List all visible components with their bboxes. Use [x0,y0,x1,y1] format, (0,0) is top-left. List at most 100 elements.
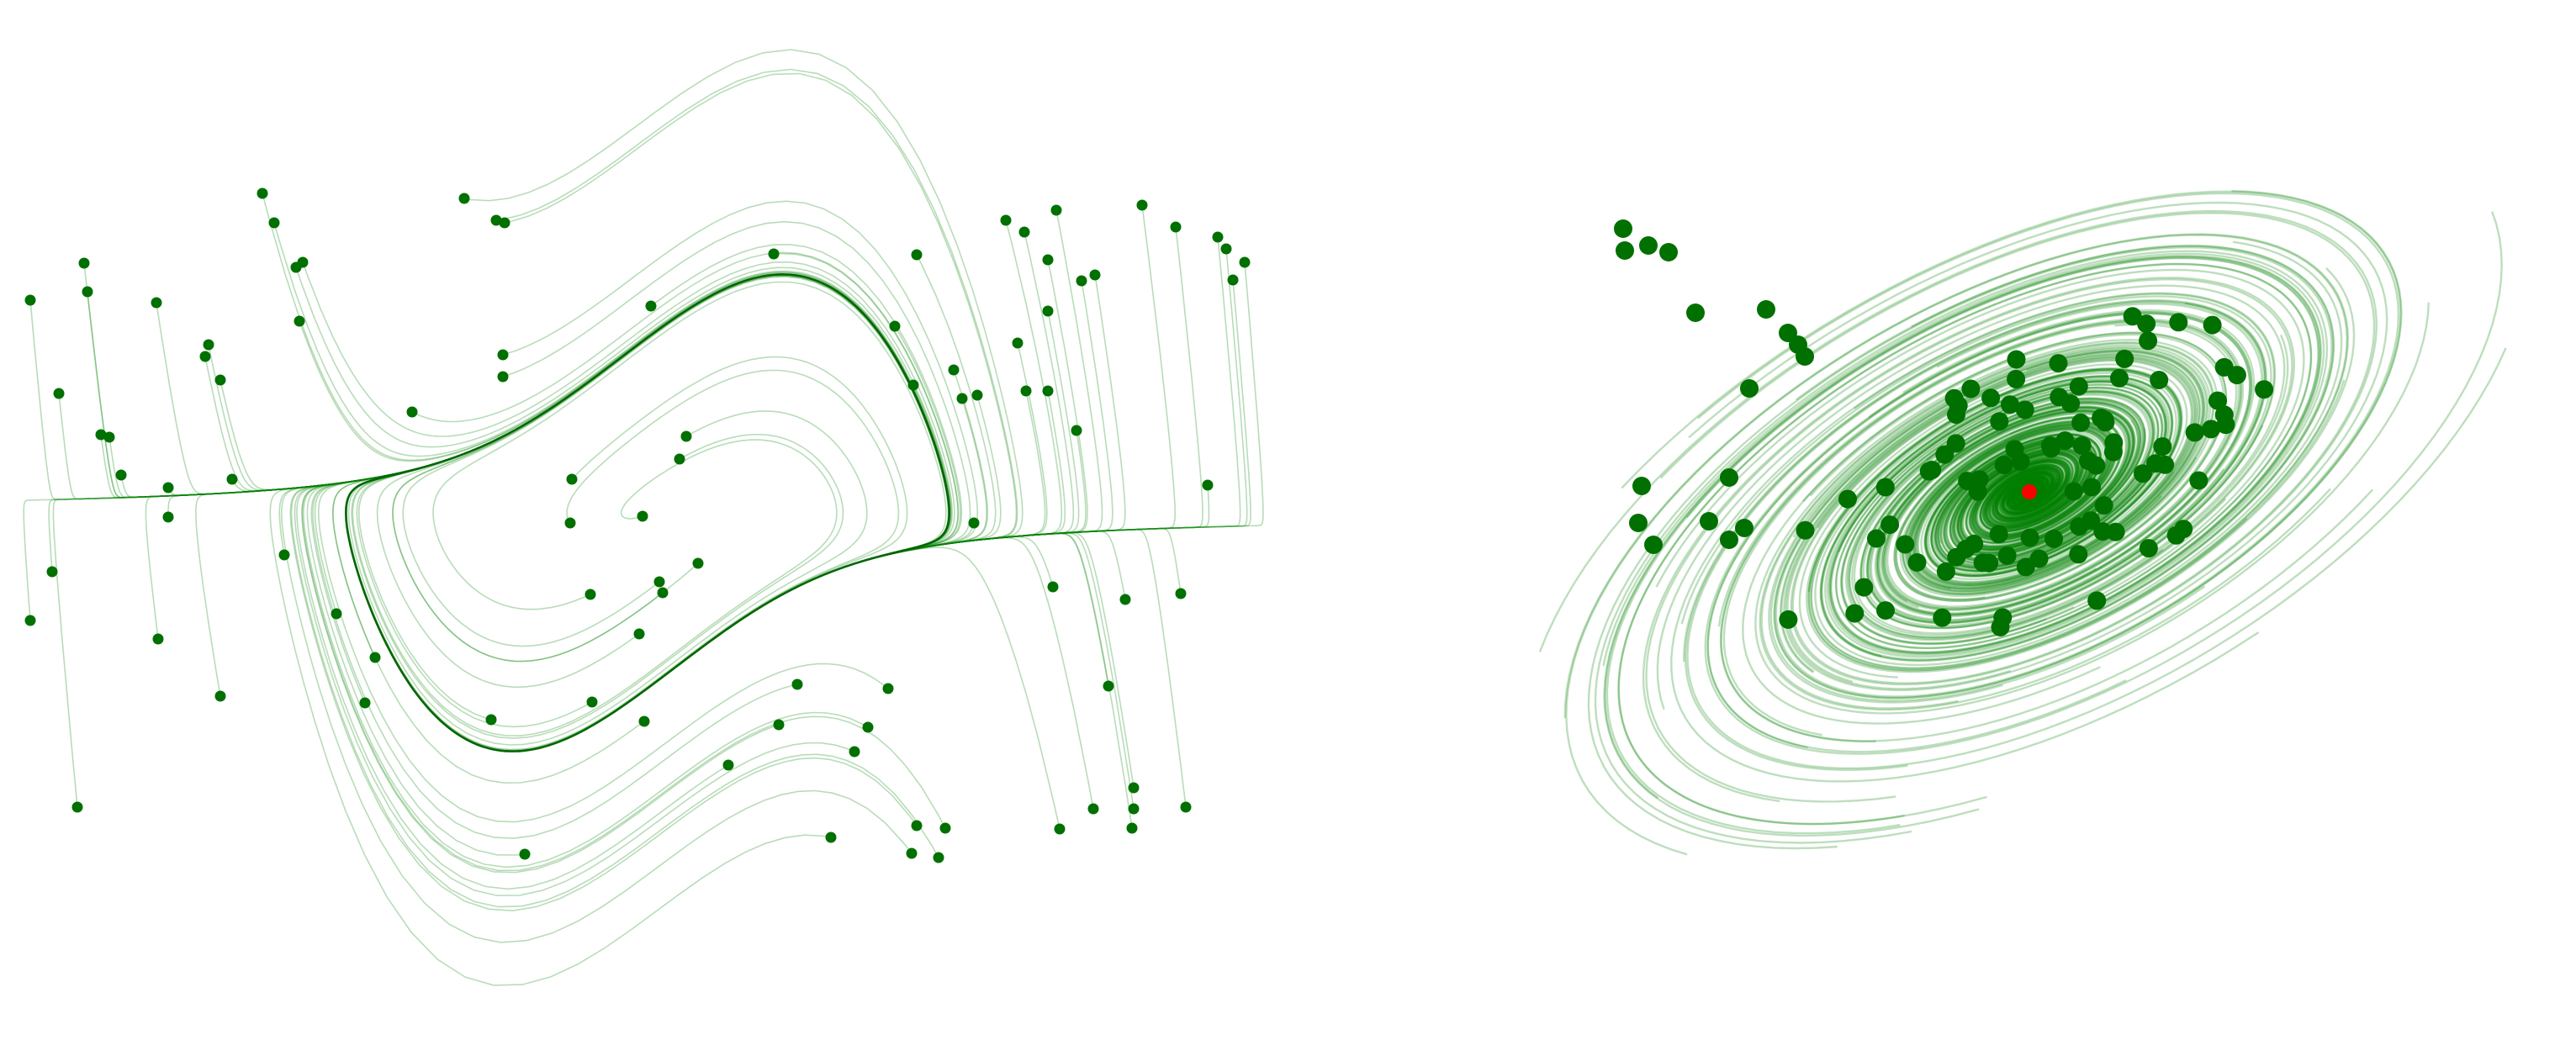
start-point [1970,470,1989,489]
start-point [1103,680,1114,692]
start-point [1020,385,1032,397]
spiral-trajectory [1587,245,2333,850]
trajectory [294,273,950,896]
start-point [1867,529,1886,548]
start-point [2103,442,2123,462]
trajectory [303,273,950,868]
start-point [1616,241,1634,260]
spiral-trajectory [1538,209,2378,686]
start-point [1720,468,1738,487]
start-point [2134,464,2152,483]
start-point [490,214,502,226]
trajectory [296,273,950,890]
start-point [939,822,951,834]
start-point [1180,801,1192,813]
start-point-group [24,187,1251,863]
start-point [1933,608,1952,627]
trajectory [345,273,950,752]
start-point [1170,221,1182,233]
start-point [849,746,860,758]
start-point [2064,482,2083,501]
start-point [95,429,107,441]
start-point [722,759,734,771]
start-point [907,379,919,391]
trajectory [345,68,1018,752]
trajectory [289,273,950,912]
spiral-trajectory [1704,211,2503,755]
start-point [162,482,174,494]
start-point [911,249,923,261]
spiral-trajectory [1859,397,2264,630]
trajectory [345,273,950,752]
start-point [2071,413,2091,432]
start-point [1991,618,2010,636]
start-point [2050,388,2069,407]
start-point [584,589,596,600]
trajectory [345,273,950,752]
start-point [2092,409,2111,428]
start-point [1018,226,1030,238]
trajectory [345,273,961,752]
trajectory [58,273,950,752]
start-point [2139,331,2158,351]
start-point [933,852,944,863]
start-point [46,566,58,578]
start-point [773,719,785,731]
trajectory [345,273,1087,752]
trajectory [290,273,950,908]
start-point [882,683,894,694]
start-point [1700,512,1718,531]
trajectory [345,273,1094,810]
spiral-trajectory [1870,403,2225,621]
trajectory [345,259,1088,752]
start-point [1629,514,1648,532]
start-point [2216,415,2235,435]
start-point [1054,823,1066,835]
spiral-trajectory [1848,391,2164,639]
start-point [2082,478,2102,497]
start-point [971,389,983,401]
trajectory [87,273,950,752]
start-point [2069,377,2088,396]
start-point [1947,405,1965,425]
spiral-trajectory [1960,413,2127,546]
start-point-group [1614,219,2274,636]
start-point [956,393,968,404]
start-point [1944,388,1964,408]
start-point [71,801,83,813]
start-point [2150,371,2169,389]
spiral-trajectory [1817,357,2196,584]
spiral-trajectory [1659,212,2376,684]
start-point [2016,557,2035,577]
start-point [1740,379,1759,398]
start-point [1720,531,1738,549]
spiral-trajectory [1719,319,2242,743]
trajectory [345,273,1046,752]
trajectory [345,273,950,752]
start-point [889,320,901,332]
spiral-sink-panel [1538,190,2507,856]
start-point [2007,369,2026,388]
spiral-trajectory [1617,262,2313,826]
start-point [1042,385,1054,397]
start-point [1907,553,1927,572]
trajectory [345,200,979,752]
start-point [633,628,645,640]
start-point [2166,525,2186,545]
start-point [2087,591,2107,610]
start-point [1876,601,1895,620]
start-point [2137,314,2156,334]
start-point [1936,562,1955,581]
start-point [2011,451,2030,471]
trajectory [120,273,950,752]
trajectory [345,273,1126,752]
start-point [1735,519,1753,537]
start-point [2015,400,2034,420]
start-point [2040,436,2060,456]
start-point [162,511,174,523]
start-point [1089,269,1101,281]
start-point [2029,549,2049,568]
equilibrium-point [2022,484,2037,499]
start-point [2110,368,2129,388]
start-point [2255,380,2274,399]
